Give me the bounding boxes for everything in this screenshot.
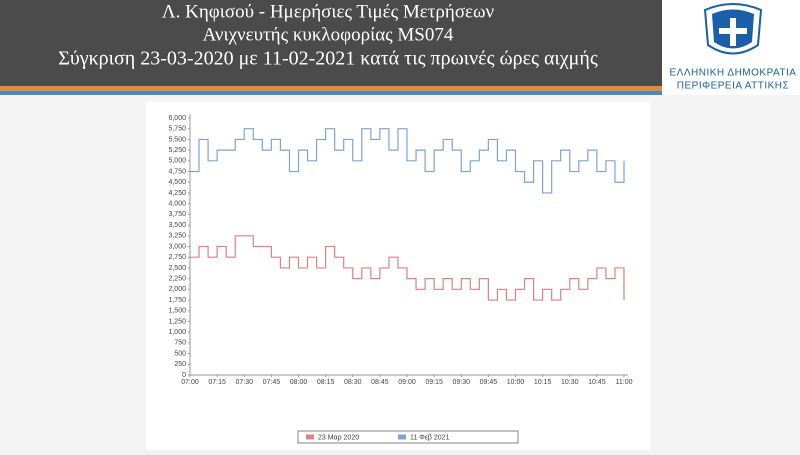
x-tick-label: 07:30 bbox=[235, 379, 253, 386]
logo-text: ΕΛΛΗΝΙΚΗ ΔΗΜΟΚΡΑΤΙΑ bbox=[670, 68, 797, 79]
y-tick-label: 3,250 bbox=[168, 233, 186, 240]
y-tick-label: 1,750 bbox=[168, 297, 186, 304]
stripe-blue bbox=[0, 91, 662, 95]
legend-swatch bbox=[398, 434, 406, 440]
y-tick-label: 1,250 bbox=[168, 318, 186, 325]
y-tick-label: 3,750 bbox=[168, 211, 186, 218]
x-tick-label: 09:45 bbox=[480, 379, 498, 386]
emblem bbox=[703, 3, 763, 55]
y-tick-label: 4,750 bbox=[168, 168, 186, 175]
y-tick-label: 2,000 bbox=[168, 286, 186, 293]
x-tick-label: 09:30 bbox=[452, 379, 470, 386]
y-tick-label: 3,500 bbox=[168, 222, 186, 229]
y-tick-label: 5,500 bbox=[168, 136, 186, 143]
y-tick-label: 3,000 bbox=[168, 243, 186, 250]
title-line: Λ. Κηφισού - Ημερήσιες Τιμές Μετρήσεων bbox=[162, 1, 495, 22]
legend-label: 11 Φεβ 2021 bbox=[410, 434, 450, 441]
x-tick-label: 07:15 bbox=[208, 379, 226, 386]
x-tick-label: 09:00 bbox=[398, 379, 416, 386]
y-tick-label: 2,250 bbox=[168, 275, 186, 282]
y-tick-label: 4,500 bbox=[168, 179, 186, 186]
y-tick-label: 2,750 bbox=[168, 254, 186, 261]
x-tick-label: 11:00 bbox=[616, 379, 633, 386]
y-tick-label: 4,250 bbox=[168, 190, 186, 197]
legend-label: 23 Μαρ 2020 bbox=[318, 434, 359, 441]
y-tick-label: 5,750 bbox=[168, 126, 186, 133]
y-tick-label: 750 bbox=[174, 340, 186, 347]
x-tick-label: 07:00 bbox=[181, 379, 199, 386]
y-tick-label: 250 bbox=[174, 361, 186, 368]
x-tick-label: 08:15 bbox=[317, 379, 335, 386]
y-tick-label: 2,500 bbox=[168, 265, 186, 272]
legend-box bbox=[297, 430, 519, 444]
chart-panel bbox=[146, 102, 650, 450]
x-tick-label: 09:15 bbox=[425, 379, 443, 386]
y-tick-label: 5,250 bbox=[168, 147, 186, 154]
x-tick-label: 07:45 bbox=[263, 379, 281, 386]
stripe-orange bbox=[0, 86, 662, 91]
y-tick-label: 1,500 bbox=[168, 308, 186, 315]
y-tick-label: 4,000 bbox=[168, 201, 186, 208]
logo-text: ΠΕΡΙΦΕΡΕΙΑ ΑΤΤΙΚΗΣ bbox=[677, 81, 789, 92]
series-line bbox=[190, 235, 625, 301]
chart: 0 250 500 750 1,000 1,250 1,500 1,750 2,000 2,250… bbox=[168, 114, 633, 444]
header-band bbox=[0, 0, 662, 86]
x-tick-label: 08:45 bbox=[371, 379, 389, 386]
x-tick-label: 10:00 bbox=[507, 379, 525, 386]
x-tick-label: 10:30 bbox=[561, 379, 579, 386]
title-line: Σύγκριση 23-03-2020 με 11-02-2021 κατά τ… bbox=[58, 48, 598, 70]
legend-swatch bbox=[306, 434, 314, 440]
y-tick-label: 0 bbox=[182, 372, 186, 379]
x-tick-label: 10:15 bbox=[534, 379, 552, 386]
title-line: Ανιχνευτής κυκλοφορίας MS074 bbox=[203, 24, 454, 45]
y-tick-label: 500 bbox=[174, 350, 186, 357]
x-tick-label: 08:30 bbox=[344, 379, 362, 386]
series-line bbox=[190, 128, 625, 194]
y-tick-label: 5,000 bbox=[168, 158, 186, 165]
y-tick-label: 6,000 bbox=[168, 115, 186, 122]
x-tick-label: 08:00 bbox=[290, 379, 308, 386]
x-tick-label: 10:45 bbox=[588, 379, 606, 386]
y-tick-label: 1,000 bbox=[168, 329, 186, 336]
